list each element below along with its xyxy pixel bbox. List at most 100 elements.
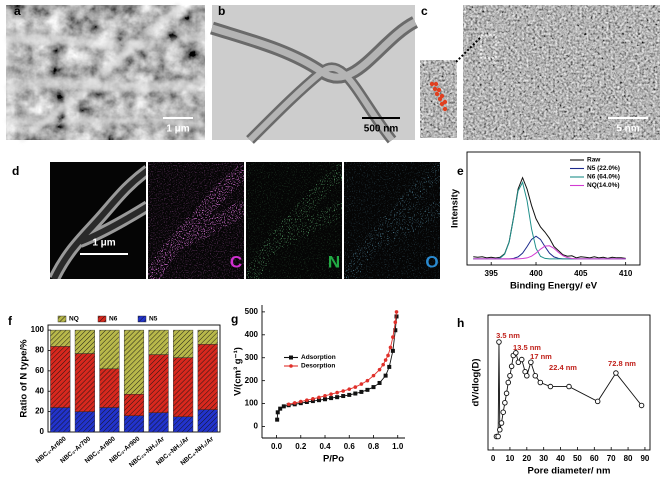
y-tick-label: 0 bbox=[254, 422, 259, 431]
panel-label: h bbox=[457, 316, 464, 330]
x-tick-label: 0.4 bbox=[319, 442, 331, 451]
marker bbox=[388, 345, 393, 350]
marker bbox=[353, 391, 358, 396]
element-label: O bbox=[425, 252, 438, 271]
bar-segment bbox=[197, 344, 218, 410]
x-tick-label: 50 bbox=[573, 454, 582, 463]
y-tick-label: 0 bbox=[40, 427, 45, 436]
legend-label: Desorption bbox=[301, 363, 335, 370]
x-axis-label: Binding Energy/ eV bbox=[510, 281, 598, 292]
panel-label: d bbox=[12, 164, 19, 178]
fiber bbox=[4, 75, 207, 95]
bar-segment bbox=[197, 409, 218, 433]
element-maps: 1 μm C N O bbox=[50, 162, 440, 279]
marker bbox=[508, 363, 515, 370]
marker bbox=[613, 370, 619, 376]
scale-bar-label: 1 μm bbox=[166, 124, 189, 135]
dot bbox=[436, 87, 442, 93]
element-label: N bbox=[328, 252, 340, 271]
x-tick-label: 400 bbox=[529, 269, 543, 278]
element-label: C bbox=[230, 252, 242, 271]
marker bbox=[393, 328, 398, 333]
marker bbox=[594, 398, 601, 405]
marker bbox=[275, 417, 280, 422]
legend-swatch bbox=[97, 315, 107, 323]
marker bbox=[365, 387, 370, 392]
map-tile bbox=[246, 162, 342, 279]
legend-swatch bbox=[137, 315, 147, 323]
marker bbox=[566, 383, 572, 390]
marker bbox=[390, 348, 395, 353]
y-tick-label: 100 bbox=[31, 325, 45, 334]
x-tick-label: 1.0 bbox=[392, 442, 404, 451]
marker bbox=[329, 392, 333, 397]
legend-label: N5 bbox=[149, 316, 158, 323]
marker bbox=[329, 396, 334, 401]
legend-label: N5 (22.0%) bbox=[587, 165, 620, 172]
dot bbox=[434, 91, 440, 97]
series-line bbox=[473, 245, 626, 260]
bar-segment bbox=[74, 329, 95, 354]
fiber bbox=[17, 2, 183, 143]
marker bbox=[359, 389, 364, 394]
bar-segment bbox=[173, 416, 194, 433]
marker bbox=[524, 373, 530, 379]
dot bbox=[429, 81, 435, 87]
map-tile bbox=[50, 162, 146, 279]
marker bbox=[304, 399, 309, 404]
x-tick-label: 0.6 bbox=[344, 442, 356, 451]
fiber bbox=[5, 30, 207, 50]
y-axis-label: V/(cm³ g⁻¹) bbox=[233, 347, 244, 396]
x-tick-label: 410 bbox=[619, 269, 633, 278]
y-tick-label: 300 bbox=[245, 353, 259, 362]
marker bbox=[391, 335, 395, 339]
x-axis-label: Pore diameter/ nm bbox=[528, 466, 611, 477]
bar-segment bbox=[123, 394, 145, 416]
marker bbox=[371, 385, 376, 390]
bar-segment bbox=[74, 411, 95, 433]
x-tick-label: 20 bbox=[522, 454, 531, 463]
legend-swatch bbox=[57, 315, 67, 323]
bar-segment bbox=[148, 354, 169, 413]
panel-label: c bbox=[421, 4, 428, 18]
dot bbox=[433, 81, 439, 87]
marker bbox=[507, 373, 513, 379]
legend-label: NQ(14.0%) bbox=[587, 182, 620, 189]
bar-segment bbox=[173, 329, 194, 358]
x-tick-label: 80 bbox=[624, 454, 633, 463]
y-tick-label: 200 bbox=[245, 376, 259, 385]
dot bbox=[442, 106, 448, 112]
x-tick-label: 70 bbox=[607, 454, 616, 463]
map-tile bbox=[148, 162, 244, 279]
marker bbox=[381, 362, 385, 367]
sem-image: 1 μm bbox=[4, 2, 207, 143]
marker bbox=[353, 385, 358, 389]
series-line bbox=[473, 176, 626, 259]
fiber bbox=[5, 117, 206, 128]
sem-fibers bbox=[4, 2, 207, 143]
panel-label: a bbox=[14, 4, 21, 18]
bar-segment bbox=[99, 368, 120, 408]
marker bbox=[341, 389, 345, 393]
marker bbox=[347, 387, 352, 391]
marker bbox=[383, 358, 388, 362]
y-tick-label: 80 bbox=[35, 346, 44, 355]
marker bbox=[305, 398, 309, 402]
marker bbox=[359, 382, 364, 386]
bar-segment bbox=[50, 329, 71, 347]
marker bbox=[377, 380, 382, 385]
marker bbox=[532, 373, 539, 379]
x-tick-label: 395 bbox=[485, 269, 499, 278]
marker bbox=[387, 364, 392, 369]
y-tick-label: 500 bbox=[245, 307, 259, 316]
bar-segment bbox=[123, 415, 145, 433]
marker bbox=[323, 394, 327, 398]
bar-segment bbox=[74, 353, 95, 412]
y-axis-label: Ratio of N type/% bbox=[19, 339, 30, 418]
hrtem-texture bbox=[463, 5, 660, 140]
marker bbox=[498, 420, 505, 426]
x-tick-label: 60 bbox=[590, 454, 599, 463]
marker bbox=[292, 401, 297, 405]
bar-segment bbox=[99, 407, 120, 433]
annotation: 17 nm bbox=[530, 352, 552, 361]
